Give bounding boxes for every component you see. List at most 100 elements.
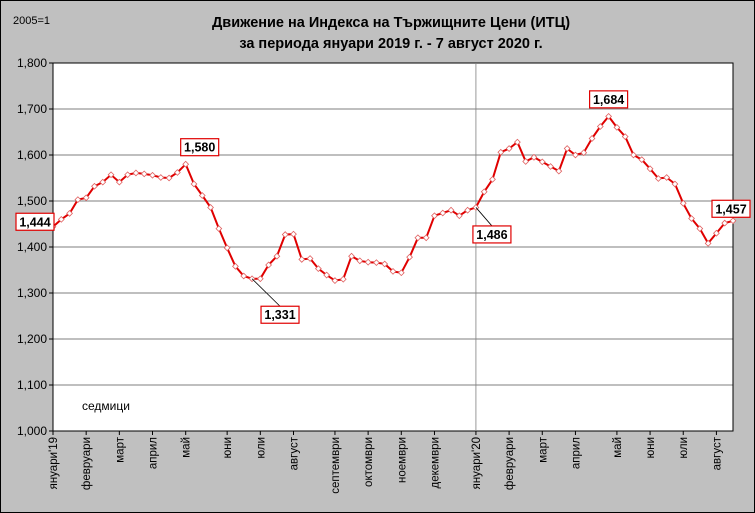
- data-point: [447, 206, 455, 214]
- data-point: [406, 253, 413, 261]
- data-point: [265, 261, 273, 269]
- data-point: [132, 169, 140, 177]
- data-point: [397, 269, 405, 277]
- callout-label: 1,684: [593, 93, 624, 107]
- data-callouts: 1,444 1,580 1,331 1,486 1,684 1,457: [15, 90, 751, 324]
- y-tick-label: 1,200: [17, 332, 47, 346]
- data-point: [173, 169, 181, 176]
- data-point: [522, 158, 530, 165]
- callout-box: [15, 212, 55, 231]
- data-point: [671, 180, 679, 188]
- x-tick-label: май: [612, 437, 624, 458]
- callout-label: 1,444: [19, 215, 50, 229]
- data-point: [679, 199, 687, 207]
- data-point: [273, 252, 281, 260]
- data-point: [605, 112, 613, 120]
- data-point: [66, 210, 73, 217]
- data-point: [356, 257, 364, 265]
- data-point: [190, 180, 198, 188]
- data-point: [373, 259, 380, 267]
- data-point: [82, 194, 90, 202]
- x-tick-label: май: [181, 437, 193, 458]
- data-point: [323, 271, 331, 279]
- data-point: [306, 255, 314, 262]
- x-tick-label: февруари: [504, 437, 516, 490]
- callout-box: [711, 199, 751, 218]
- x-tick-label: юли: [255, 437, 267, 459]
- data-point: [198, 192, 206, 199]
- data-point: [157, 174, 165, 181]
- x-tick-label: октомври: [363, 437, 375, 487]
- data-point: [455, 212, 463, 220]
- data-point: [281, 231, 289, 238]
- callout-label: 1,580: [184, 141, 215, 155]
- data-point: [115, 178, 123, 186]
- x-tick-label: март: [537, 436, 549, 462]
- data-point: [538, 158, 546, 166]
- data-point: [298, 256, 306, 263]
- data-point: [721, 219, 729, 227]
- data-point: [489, 175, 496, 183]
- data-point: [547, 163, 554, 170]
- data-point: [729, 217, 737, 225]
- callout-box: [180, 138, 220, 157]
- data-point: [240, 272, 248, 280]
- x-tick-label: април: [570, 437, 582, 469]
- series-itc: [49, 112, 737, 284]
- callout-leader: [251, 278, 281, 307]
- data-point: [339, 275, 347, 283]
- data-point: [688, 215, 695, 222]
- data-point: [256, 275, 264, 283]
- x-tick-label: юли: [678, 437, 690, 459]
- callout-label: 1,486: [476, 228, 507, 242]
- data-point: [107, 171, 115, 179]
- data-point: [464, 206, 472, 214]
- callout-box: [472, 225, 512, 244]
- data-point: [140, 170, 148, 178]
- callout-label: 1,331: [264, 308, 295, 322]
- data-point: [663, 174, 671, 181]
- x-tick-label: април: [148, 437, 160, 469]
- y-tick-label: 1,700: [17, 102, 47, 116]
- x-tick-label: юни: [645, 437, 657, 458]
- callout-leader: [475, 207, 493, 227]
- data-point: [149, 171, 156, 179]
- gridlines: [53, 63, 733, 431]
- data-point: [646, 165, 654, 173]
- data-point: [348, 252, 355, 260]
- data-point: [124, 171, 132, 179]
- x-tick-label: март: [114, 436, 126, 462]
- x-tick-label: август: [288, 436, 300, 470]
- data-point: [513, 138, 521, 146]
- data-point: [91, 182, 98, 190]
- data-point: [99, 178, 107, 186]
- data-point: [530, 153, 538, 161]
- data-point: [314, 265, 322, 273]
- data-point: [165, 174, 173, 182]
- data-point: [696, 225, 704, 232]
- data-point: [74, 196, 82, 204]
- data-point: [638, 156, 646, 163]
- data-point: [182, 160, 190, 168]
- data-point: [207, 204, 214, 211]
- data-point: [57, 216, 65, 223]
- data-point: [630, 151, 637, 159]
- x-axis-ticks: януари'19 февруари март април май юни юли авгус…: [48, 431, 723, 494]
- x-tick-label: юни: [222, 437, 234, 458]
- data-point: [389, 267, 397, 275]
- chart-title-line2: за периода януари 2019 г. - 7 август 202…: [239, 36, 542, 52]
- callout-box: [260, 305, 300, 324]
- data-point: [588, 135, 596, 142]
- x-tick-label: декември: [429, 437, 441, 489]
- data-point: [381, 260, 389, 268]
- data-point: [215, 225, 223, 232]
- x-tick-label: август: [711, 436, 723, 470]
- y-tick-label: 1,400: [17, 240, 47, 254]
- y-tick-label: 1,500: [17, 194, 47, 208]
- callout-label: 1,457: [715, 202, 746, 216]
- x-tick-label: ноември: [396, 437, 408, 483]
- data-point: [480, 188, 488, 196]
- data-point: [572, 151, 579, 159]
- data-point: [613, 124, 621, 131]
